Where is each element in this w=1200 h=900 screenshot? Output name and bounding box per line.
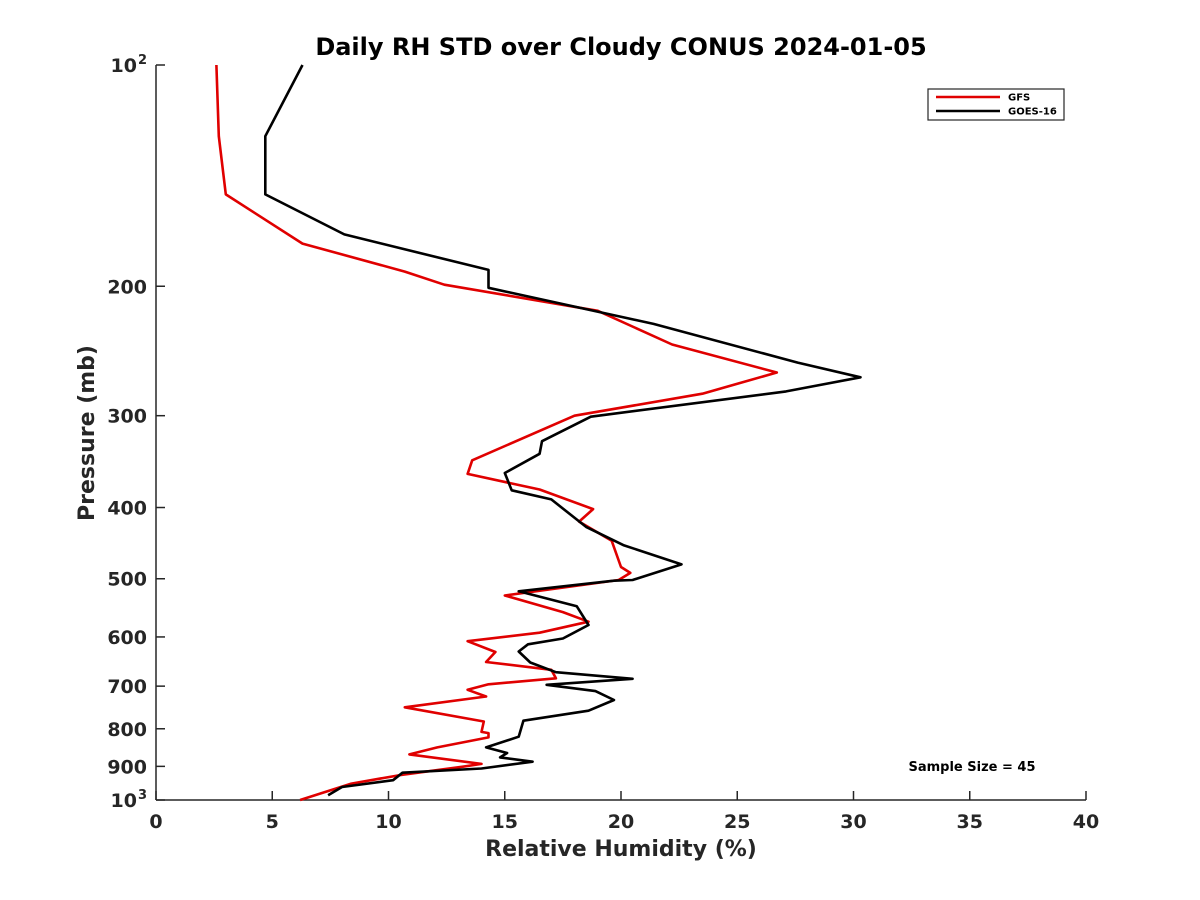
x-tick-label: 15 [492,811,518,833]
x-tick-label: 10 [375,811,401,833]
y-tick-label: 700 [107,676,147,698]
y-tick-label: 10 [111,55,137,77]
x-axis-label: Relative Humidity (%) [485,837,757,862]
legend-box [927,88,1065,121]
x-ticks: 0 5 10 15 20 25 30 35 40 [149,791,1099,833]
series-line-goes16 [264,64,862,797]
legend-label-gfs: GFS [1008,93,1030,104]
y-tick-exponent: 2 [138,53,147,68]
x-tick-label: 40 [1073,811,1099,833]
x-tick-label: 20 [608,811,634,833]
sample-size-annotation: Sample Size = 45 [908,760,1035,775]
y-axis-label: Pressure (mb) [75,345,100,521]
y-tick-label: 900 [107,756,147,778]
x-tick-label: 35 [957,811,983,833]
y-tick-label: 600 [107,627,147,649]
y-tick-label: 200 [107,276,147,298]
series-lines [215,64,862,802]
y-tick-label: 300 [107,406,147,428]
y-tick-label: 400 [107,498,147,520]
x-tick-label: 0 [149,811,162,833]
chart-title: Daily RH STD over Cloudy CONUS 2024-01-0… [315,33,926,61]
legend-label-goes16: GOES-16 [1008,107,1057,118]
x-tick-label: 30 [840,811,866,833]
legend: GFS GOES-16 [927,88,1065,121]
y-tick-label: 10 [111,790,137,812]
y-tick-exponent: 3 [138,788,147,803]
y-tick-label: 500 [107,569,147,591]
series-line-gfs [215,64,779,802]
y-tick-label: 800 [107,719,147,741]
x-tick-label: 5 [266,811,279,833]
x-tick-label: 25 [724,811,750,833]
